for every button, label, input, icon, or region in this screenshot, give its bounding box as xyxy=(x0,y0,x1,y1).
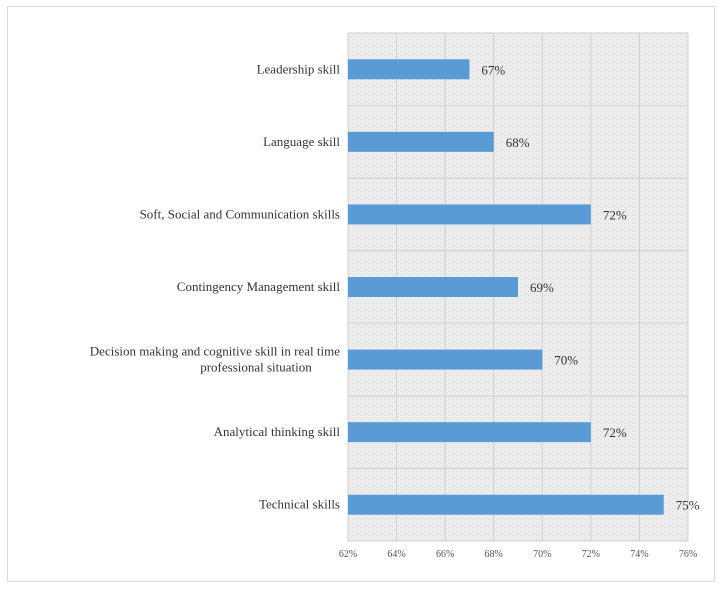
category-label: Decision making and cognitive skill in r… xyxy=(90,344,340,375)
x-tick-label: 74% xyxy=(630,549,648,560)
bar xyxy=(348,494,664,515)
value-labels: 67% 68% 72% 69% 70% 72% 75% xyxy=(481,62,699,512)
data-label: 69% xyxy=(530,280,554,295)
data-label: 72% xyxy=(603,207,627,222)
data-label: 70% xyxy=(554,353,578,368)
category-labels: Leadership skill Language skill Soft, Soci… xyxy=(90,61,341,511)
bar xyxy=(348,131,494,152)
bar xyxy=(348,277,518,297)
x-tick-label: 72% xyxy=(582,549,600,560)
bar xyxy=(348,59,470,80)
category-label: Soft, Social and Communication skills xyxy=(140,206,340,221)
bar xyxy=(348,422,591,443)
data-label: 68% xyxy=(506,135,530,150)
x-tick-label: 70% xyxy=(533,549,551,560)
x-tick-label: 62% xyxy=(339,549,357,560)
x-tick-label: 64% xyxy=(387,549,405,560)
x-tick-label: 66% xyxy=(436,549,454,560)
category-label: Contingency Management skill xyxy=(177,279,341,294)
category-label: Technical skills xyxy=(259,497,340,512)
category-label: Language skill xyxy=(263,134,340,149)
bars xyxy=(348,59,664,515)
category-label: Leadership skill xyxy=(257,61,341,76)
x-tick-label: 76% xyxy=(679,549,697,560)
category-label: Analytical thinking skill xyxy=(214,424,341,439)
chart-frame: Leadership skill Language skill Soft, Soci… xyxy=(7,6,715,582)
x-tick-label: 68% xyxy=(485,549,503,560)
data-label: 75% xyxy=(676,498,700,513)
bar xyxy=(348,204,591,225)
data-label: 67% xyxy=(481,62,505,77)
bar xyxy=(348,349,543,370)
x-axis-ticks: 62% 64% 66% 68% 70% 72% 74% 76% xyxy=(339,549,697,560)
data-label: 72% xyxy=(603,425,627,440)
bar-chart: Leadership skill Language skill Soft, Soci… xyxy=(90,32,700,560)
